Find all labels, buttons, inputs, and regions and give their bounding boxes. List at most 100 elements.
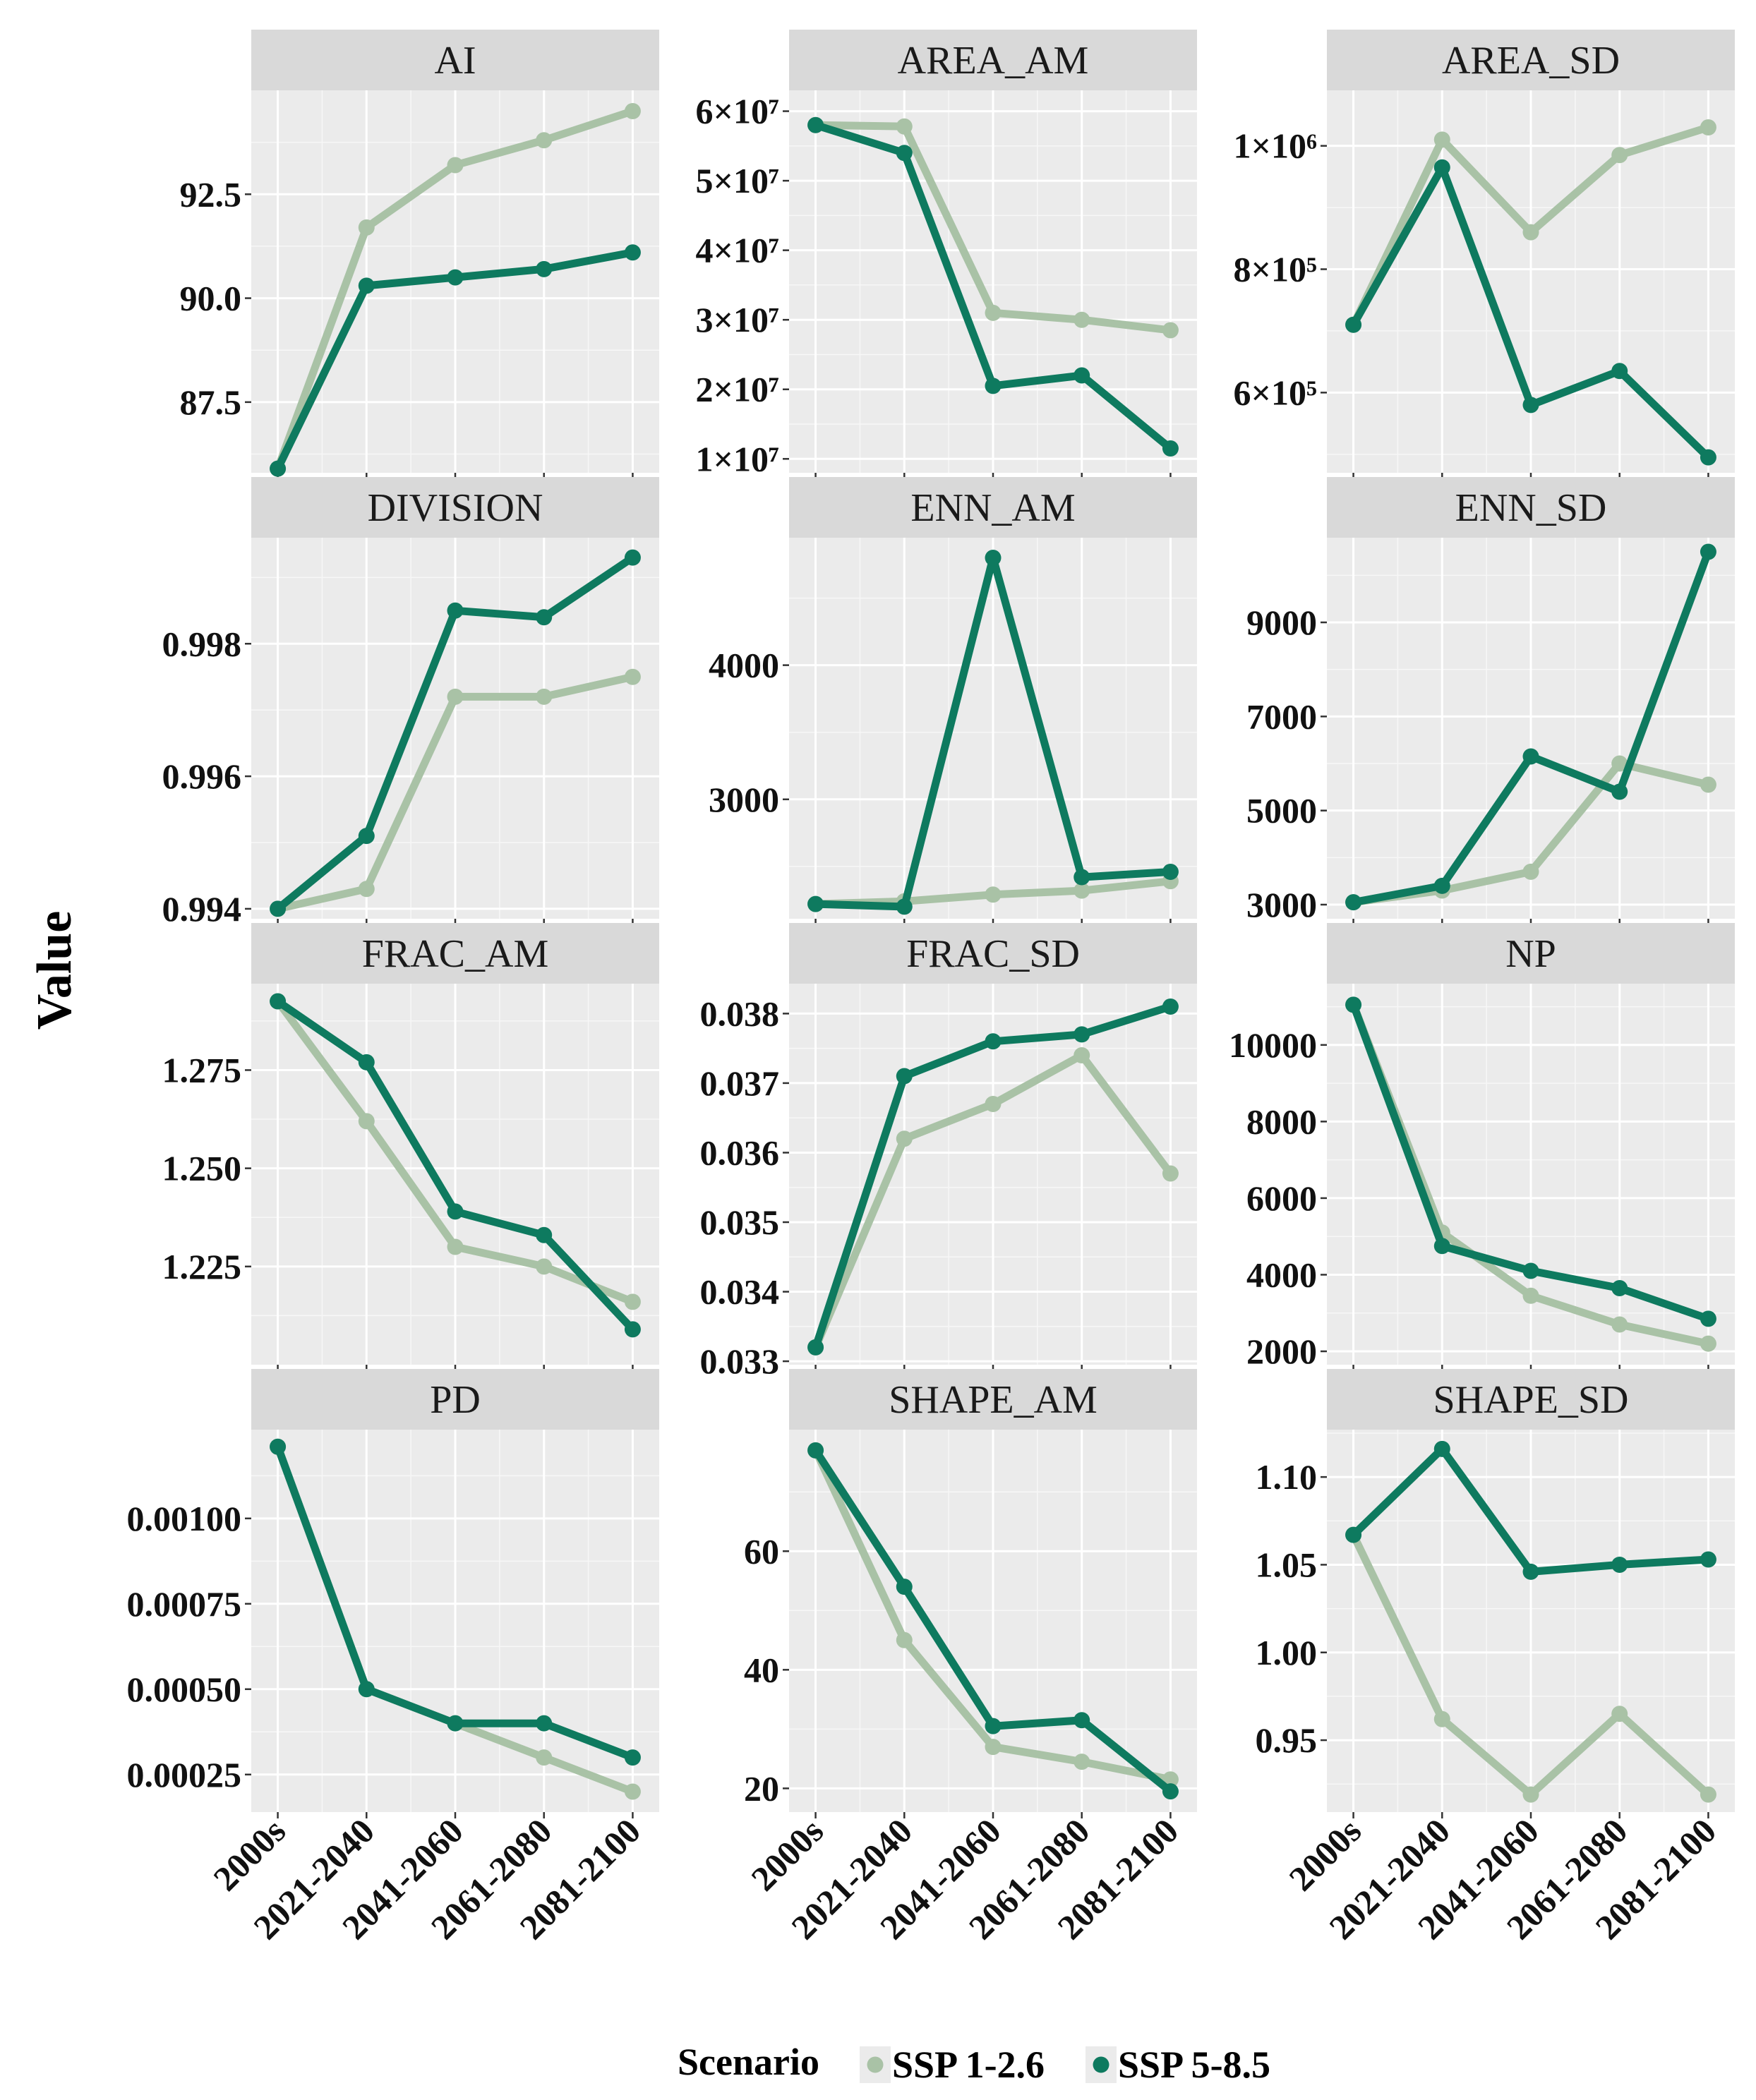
data-point-ssp-5-8-5 (985, 1033, 1002, 1050)
y-tick-label: 0.036 (700, 1133, 780, 1172)
panel-area-am: AREA_AM 1×10⁷ 2×10⁷ 3×10⁷ 4×10⁷ 5×10⁷ 6×10⁷ (696, 30, 1197, 479)
y-tick-label: 2×10⁷ (696, 370, 779, 409)
y-tick-label: 1.225 (162, 1247, 242, 1286)
legend-title: Scenario (678, 2041, 819, 2083)
data-point-ssp-5-8-5 (624, 1321, 641, 1338)
y-tick-label: 92.5 (180, 174, 242, 214)
data-point-ssp-1-2-6 (1162, 1165, 1179, 1182)
data-point-ssp-5-8-5 (1162, 998, 1179, 1015)
strip-shape-am (789, 1369, 1197, 1430)
data-point-ssp-1-2-6 (1611, 1316, 1628, 1333)
y-tick-label: 0.998 (162, 624, 242, 663)
data-point-ssp-1-2-6 (985, 1095, 1002, 1112)
data-point-ssp-5-8-5 (1611, 1279, 1628, 1296)
y-tick-label: 0.00025 (127, 1755, 242, 1794)
data-point-ssp-1-2-6 (896, 1631, 913, 1648)
y-tick-label: 1×10⁶ (1234, 126, 1317, 166)
y-tick-label: 7000 (1246, 696, 1317, 736)
data-point-ssp-1-2-6 (896, 1130, 913, 1147)
strip-pd (251, 1369, 659, 1430)
y-tick-label: 0.038 (700, 994, 780, 1033)
data-point-ssp-1-2-6 (985, 886, 1002, 903)
data-point-ssp-1-2-6 (358, 881, 375, 898)
panel-division: DIVISION 0.994 0.996 0.998 (162, 477, 659, 929)
data-point-ssp-1-2-6 (358, 1113, 375, 1130)
data-point-ssp-5-8-5 (1074, 1712, 1090, 1729)
panel-pd: PD 0.00025 0.00050 0.00075 0.00100 (127, 1369, 659, 1818)
strip-title-shape-sd: SHAPE_SD (1433, 1378, 1629, 1422)
data-point-ssp-5-8-5 (1700, 449, 1716, 466)
data-point-ssp-5-8-5 (358, 1054, 375, 1070)
legend-swatch (867, 2056, 884, 2073)
data-point-ssp-5-8-5 (1522, 1262, 1539, 1279)
y-tick-label: 5×10⁷ (696, 161, 779, 200)
y-tick-label: 0.996 (162, 756, 242, 796)
data-point-ssp-5-8-5 (1611, 783, 1628, 800)
y-tick-label: 4000 (1246, 1255, 1317, 1294)
data-point-ssp-1-2-6 (1522, 1287, 1539, 1304)
data-point-ssp-1-2-6 (1522, 224, 1539, 241)
data-point-ssp-5-8-5 (447, 269, 464, 286)
data-point-ssp-1-2-6 (624, 668, 641, 685)
strip-frac-sd (789, 923, 1197, 984)
data-point-ssp-1-2-6 (1433, 131, 1450, 148)
strip-shape-sd (1327, 1369, 1735, 1430)
y-tick-label: 0.95 (1256, 1720, 1318, 1760)
data-point-ssp-5-8-5 (1162, 863, 1179, 880)
y-tick-label: 5000 (1246, 791, 1317, 831)
data-point-ssp-5-8-5 (1522, 748, 1539, 765)
data-point-ssp-1-2-6 (985, 1739, 1002, 1756)
legend-item-ssp-5-8-5: SSP 5-8.5 (1086, 2044, 1270, 2086)
legend: Scenario SSP 1-2.6 SSP 5-8.5 (678, 2041, 1270, 2086)
data-point-ssp-1-2-6 (1611, 147, 1628, 164)
y-tick-label: 0.037 (700, 1063, 780, 1103)
strip-title-enn-am: ENN_AM (910, 486, 1075, 530)
data-point-ssp-5-8-5 (1074, 1026, 1090, 1043)
data-point-ssp-5-8-5 (447, 602, 464, 619)
y-tick-label: 1.00 (1256, 1633, 1318, 1672)
strip-title-area-sd: AREA_SD (1442, 39, 1620, 83)
y-tick-label: 4000 (709, 646, 779, 685)
data-point-ssp-1-2-6 (536, 688, 553, 705)
data-point-ssp-1-2-6 (1162, 322, 1179, 339)
data-point-ssp-1-2-6 (1611, 755, 1628, 772)
y-tick-label: 0.034 (700, 1272, 780, 1312)
panel-area-sd: AREA_SD 6×10⁵ 8×10⁵ 1×10⁶ (1234, 30, 1735, 479)
data-point-ssp-5-8-5 (536, 1715, 553, 1732)
data-point-ssp-1-2-6 (358, 219, 375, 236)
data-point-ssp-5-8-5 (270, 900, 287, 917)
data-point-ssp-1-2-6 (1074, 1754, 1090, 1770)
data-point-ssp-1-2-6 (447, 688, 464, 705)
data-point-ssp-5-8-5 (985, 1718, 1002, 1734)
y-tick-label: 0.00050 (127, 1670, 242, 1709)
strip-title-np: NP (1505, 932, 1556, 976)
panel-enn-am: ENN_AM 3000 4000 (709, 477, 1197, 925)
y-tick-label: 0.033 (700, 1341, 780, 1381)
y-tick-label: 20 (744, 1768, 779, 1808)
data-point-ssp-1-2-6 (536, 1749, 553, 1766)
data-point-ssp-5-8-5 (985, 550, 1002, 567)
data-point-ssp-5-8-5 (1074, 869, 1090, 886)
strip-np (1327, 923, 1735, 984)
panel-frac-am: FRAC_AM 1.225 1.250 1.275 (162, 923, 659, 1371)
data-point-ssp-5-8-5 (447, 1715, 464, 1732)
y-tick-label: 10000 (1229, 1025, 1317, 1065)
panel-shape-am: SHAPE_AM 20 40 60 (744, 1369, 1197, 1818)
data-point-ssp-5-8-5 (270, 460, 287, 477)
data-point-ssp-5-8-5 (1433, 1238, 1450, 1255)
legend-entries: SSP 1-2.6 SSP 5-8.5 (860, 2044, 1270, 2086)
data-point-ssp-1-2-6 (624, 1783, 641, 1800)
y-tick-label: 90.0 (180, 279, 242, 318)
y-tick-label: 1.275 (162, 1050, 242, 1090)
strip-title-shape-am: SHAPE_AM (889, 1378, 1098, 1422)
data-point-ssp-5-8-5 (1074, 367, 1090, 384)
data-point-ssp-5-8-5 (1345, 1526, 1362, 1543)
data-point-ssp-5-8-5 (1162, 1783, 1179, 1800)
data-point-ssp-5-8-5 (536, 609, 553, 626)
data-point-ssp-5-8-5 (1345, 996, 1362, 1013)
strip-area-am (789, 30, 1197, 90)
y-tick-label: 1.05 (1256, 1545, 1318, 1584)
data-point-ssp-5-8-5 (358, 828, 375, 845)
data-point-ssp-5-8-5 (807, 1339, 824, 1356)
